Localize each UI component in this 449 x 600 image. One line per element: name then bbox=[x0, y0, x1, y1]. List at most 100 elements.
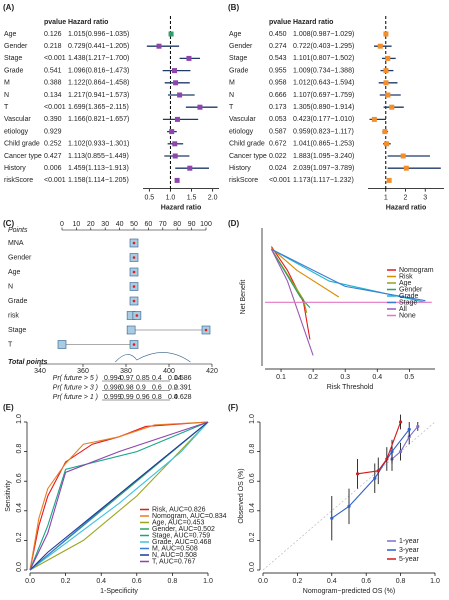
y-tick-label: 1.0 bbox=[249, 414, 256, 424]
point bbox=[376, 469, 380, 473]
row-label: Stage bbox=[4, 55, 22, 62]
p-value: <0.001 bbox=[269, 177, 291, 184]
row-label: History bbox=[4, 165, 26, 172]
p-value: <0.001 bbox=[44, 55, 66, 62]
legend-label: T, AUC=0.767 bbox=[152, 558, 195, 565]
row-label: Stage bbox=[229, 55, 247, 62]
p-value: <0.001 bbox=[44, 177, 66, 184]
hr-label: 0.722(0.403−1.295) bbox=[293, 43, 354, 50]
points-tick-label: 30 bbox=[101, 221, 109, 228]
row-label: T bbox=[4, 104, 9, 111]
legend-label: None bbox=[399, 312, 416, 319]
panel-label: (E) bbox=[3, 403, 14, 412]
prob-tick-label: 0.97 bbox=[120, 375, 134, 382]
series-line bbox=[270, 248, 314, 356]
prob-tick-label: 0.98 bbox=[120, 384, 134, 391]
hr-marker bbox=[187, 165, 193, 171]
selected-point bbox=[132, 299, 136, 303]
legend-label: Nomogram bbox=[399, 267, 434, 274]
selected-point bbox=[204, 328, 208, 332]
point bbox=[399, 420, 403, 424]
x-tick-label: 0.2 bbox=[308, 374, 318, 381]
row-label: Grade bbox=[8, 298, 28, 305]
hr-label: 1.883(1.095−3.240) bbox=[293, 153, 354, 160]
row-label: Gender bbox=[229, 43, 253, 50]
legend-label: Risk bbox=[399, 273, 413, 280]
x-tick-label: 1.0 bbox=[203, 578, 213, 585]
x-tick-label: 0.0 bbox=[258, 578, 268, 585]
hr-marker bbox=[169, 129, 175, 135]
y-tick-label: 0.0 bbox=[16, 562, 23, 572]
hr-marker bbox=[371, 116, 377, 122]
point bbox=[356, 472, 360, 476]
y-tick-label: 0.2 bbox=[249, 532, 256, 542]
row-label: N bbox=[229, 92, 234, 99]
row-label: T bbox=[8, 341, 13, 348]
points-tick-label: 80 bbox=[173, 221, 181, 228]
x-axis-label: Hazard ratio bbox=[386, 204, 426, 211]
x-axis-label: Hazard ratio bbox=[161, 204, 201, 211]
row-label: History bbox=[229, 165, 251, 172]
selected-point bbox=[132, 241, 136, 245]
y-tick-label: 0.4 bbox=[249, 503, 256, 513]
hr-marker bbox=[174, 177, 180, 183]
p-value: 0.958 bbox=[269, 80, 287, 87]
hr-marker bbox=[385, 55, 391, 61]
points-tick-label: 20 bbox=[87, 221, 95, 228]
hr-label: 1.101(0.807−1.502) bbox=[293, 55, 354, 62]
hr-marker bbox=[173, 80, 179, 86]
hr-label: 0.959(0.823−1.117) bbox=[293, 128, 354, 135]
total-tick-label: 340 bbox=[34, 368, 46, 375]
p-value: 0.173 bbox=[269, 104, 287, 111]
y-tick-label: 0.6 bbox=[16, 473, 23, 483]
hr-label: 2.039(1.097−3.789) bbox=[293, 165, 354, 172]
p-value: 0.126 bbox=[44, 31, 62, 38]
column-header: Hazard ratio bbox=[293, 19, 333, 26]
row-label: Gender bbox=[8, 254, 32, 261]
selected-point bbox=[132, 285, 136, 288]
p-value: 0.134 bbox=[44, 92, 62, 99]
panel-label: (D) bbox=[228, 219, 239, 228]
row-label: riskScore bbox=[229, 177, 258, 184]
p-value: 0.388 bbox=[44, 80, 62, 87]
panel-label: (A) bbox=[3, 3, 14, 12]
hr-label: 1.699(1.365−2.115) bbox=[68, 104, 129, 111]
series-line bbox=[271, 248, 426, 302]
row-label: Age bbox=[4, 31, 17, 38]
row-label: Cancer type bbox=[229, 153, 267, 160]
points-tick-label: 0 bbox=[60, 221, 64, 228]
hr-label: 1.012(0.643−1.594) bbox=[293, 80, 354, 87]
point bbox=[390, 450, 394, 454]
hr-marker bbox=[400, 153, 406, 159]
y-tick-label: 0.0 bbox=[249, 562, 256, 572]
p-value: 0.022 bbox=[269, 153, 287, 160]
hr-marker bbox=[386, 177, 392, 183]
legend-label: Grade bbox=[399, 293, 419, 300]
x-tick-label: 0.6 bbox=[132, 578, 142, 585]
row-label: Vascular bbox=[4, 116, 31, 123]
hr-label: 1.008(0.987−1.029) bbox=[293, 31, 354, 38]
p-value: 0.274 bbox=[269, 43, 287, 50]
x-tick-label: 2 bbox=[404, 194, 408, 201]
row-label: risk bbox=[8, 312, 19, 319]
point-box bbox=[57, 340, 67, 349]
legend-label: Stage, AUC=0.759 bbox=[152, 532, 210, 539]
points-tick-label: 60 bbox=[145, 221, 153, 228]
prob-tick-label: 0.8 bbox=[152, 394, 162, 401]
prob-tick-label: 0.2 bbox=[168, 384, 178, 391]
hr-marker bbox=[172, 153, 178, 159]
p-value: 0.390 bbox=[44, 116, 62, 123]
row-label: Child grade bbox=[229, 141, 265, 148]
x-tick-label: 0.4 bbox=[372, 374, 382, 381]
row-label: Gender bbox=[4, 43, 28, 50]
points-tick-label: 70 bbox=[159, 221, 167, 228]
column-header: pvalue bbox=[44, 19, 66, 26]
legend-label: N, AUC=0.508 bbox=[152, 552, 197, 559]
hr-marker bbox=[156, 43, 162, 49]
axis-title: Points bbox=[8, 227, 28, 234]
x-axis-label: 1-Specificity bbox=[100, 588, 138, 595]
x-tick-label: 0.2 bbox=[293, 578, 303, 585]
panel-label: (C) bbox=[3, 219, 14, 228]
series-line bbox=[391, 426, 419, 460]
selected-point bbox=[132, 343, 136, 346]
